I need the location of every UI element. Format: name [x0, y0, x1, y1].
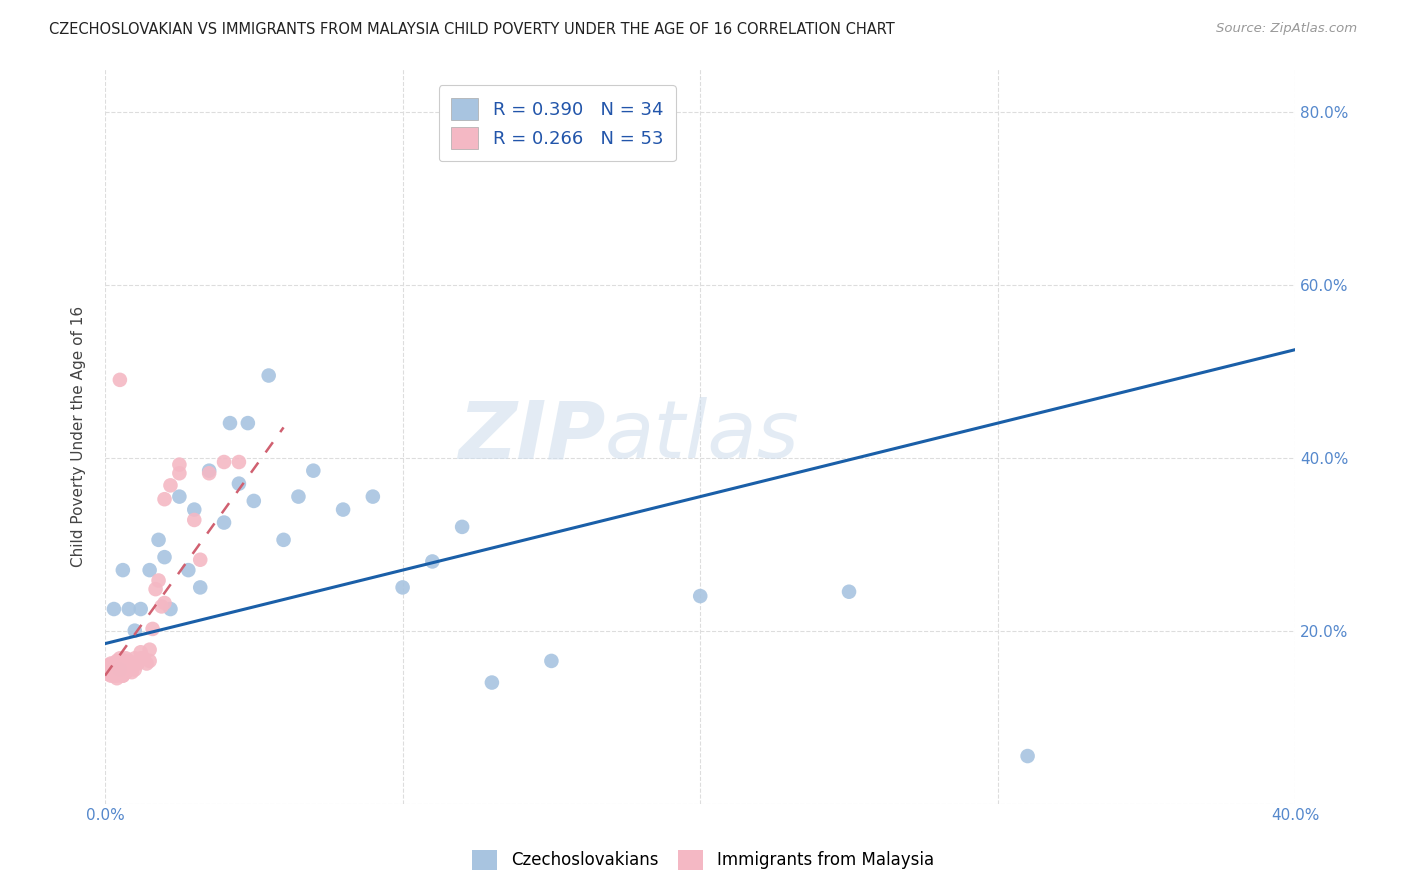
Point [103, 602, 125, 616]
Point [118, 660, 141, 674]
Point [257, 368, 280, 383]
Point [132, 651, 155, 665]
Point [198, 467, 221, 481]
Point [111, 660, 134, 674]
Point [153, 596, 176, 610]
Text: CZECHOSLOVAKIAN VS IMMIGRANTS FROM MALAYSIA CHILD POVERTY UNDER THE AGE OF 16 CO: CZECHOSLOVAKIAN VS IMMIGRANTS FROM MALAY… [49, 22, 896, 37]
Point [111, 668, 134, 682]
Point [108, 373, 131, 387]
Point [159, 478, 181, 492]
Point [451, 520, 474, 534]
Point [183, 502, 205, 516]
Point [212, 455, 235, 469]
Point [1017, 749, 1039, 764]
Point [361, 490, 384, 504]
Point [121, 665, 143, 680]
Point [422, 554, 444, 568]
Point [129, 645, 152, 659]
Point [273, 533, 295, 547]
Point [118, 663, 141, 677]
Point [111, 668, 134, 682]
Point [108, 663, 131, 677]
Point [124, 651, 146, 665]
Point [129, 651, 152, 665]
Point [118, 654, 141, 668]
Point [129, 602, 152, 616]
Point [138, 563, 160, 577]
Legend: R = 0.390   N = 34, R = 0.266   N = 53: R = 0.390 N = 34, R = 0.266 N = 53 [439, 85, 676, 161]
Point [121, 657, 143, 671]
Point [228, 455, 250, 469]
Point [114, 665, 136, 680]
Point [105, 671, 128, 685]
Point [127, 657, 149, 671]
Point [100, 663, 122, 677]
Point [540, 654, 562, 668]
Point [108, 658, 131, 673]
Point [111, 654, 134, 668]
Point [114, 665, 136, 680]
Legend: Czechoslovakians, Immigrants from Malaysia: Czechoslovakians, Immigrants from Malays… [465, 843, 941, 877]
Point [228, 476, 250, 491]
Point [212, 516, 235, 530]
Point [188, 581, 211, 595]
Point [145, 582, 167, 596]
Point [236, 416, 259, 430]
Point [219, 416, 242, 430]
Point [108, 651, 131, 665]
Text: Source: ZipAtlas.com: Source: ZipAtlas.com [1216, 22, 1357, 36]
Point [391, 581, 413, 595]
Text: atlas: atlas [605, 397, 800, 475]
Point [142, 622, 165, 636]
Point [148, 533, 170, 547]
Point [153, 492, 176, 507]
Y-axis label: Child Poverty Under the Age of 16: Child Poverty Under the Age of 16 [72, 305, 86, 566]
Point [100, 668, 122, 682]
Point [111, 563, 134, 577]
Point [332, 502, 354, 516]
Point [838, 584, 860, 599]
Point [135, 657, 157, 671]
Point [159, 602, 181, 616]
Point [188, 553, 211, 567]
Point [108, 666, 131, 681]
Point [124, 663, 146, 677]
Text: ZIP: ZIP [457, 397, 605, 475]
Point [169, 490, 191, 504]
Point [198, 464, 221, 478]
Point [97, 658, 120, 673]
Point [103, 657, 125, 671]
Point [118, 602, 141, 616]
Point [169, 458, 191, 472]
Point [481, 675, 503, 690]
Point [302, 464, 325, 478]
Point [103, 663, 125, 677]
Point [153, 550, 176, 565]
Point [105, 668, 128, 682]
Point [105, 660, 128, 674]
Point [183, 513, 205, 527]
Point [177, 563, 200, 577]
Point [287, 490, 309, 504]
Point [105, 654, 128, 668]
Point [138, 642, 160, 657]
Point [124, 624, 146, 638]
Point [148, 574, 170, 588]
Point [114, 651, 136, 665]
Point [689, 589, 711, 603]
Point [100, 657, 122, 671]
Point [114, 658, 136, 673]
Point [124, 657, 146, 671]
Point [103, 668, 125, 682]
Point [150, 599, 173, 614]
Point [169, 467, 191, 481]
Point [97, 666, 120, 681]
Point [243, 494, 266, 508]
Point [138, 654, 160, 668]
